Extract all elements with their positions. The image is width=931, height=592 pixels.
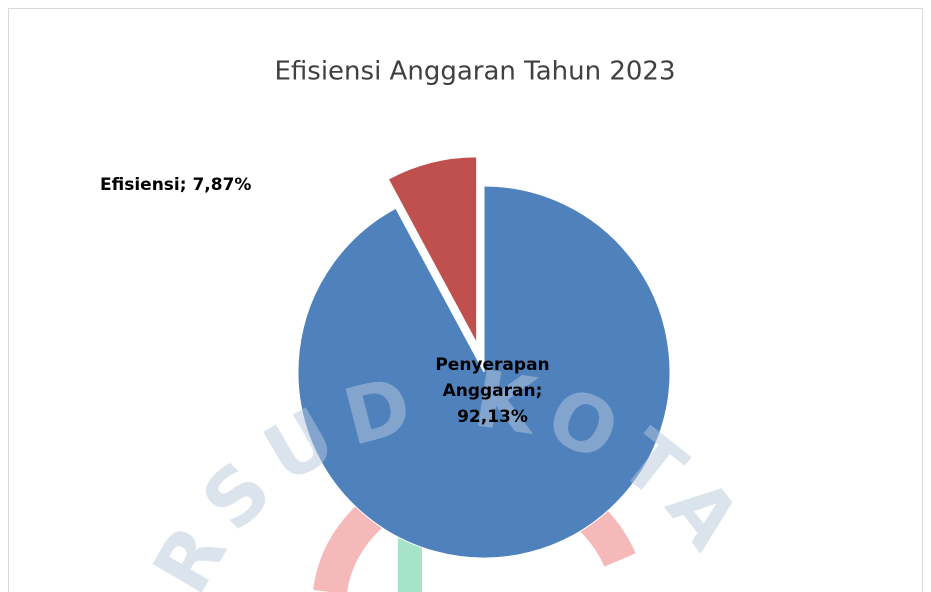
- data-label: Penyerapan Anggaran; 92,13%: [435, 355, 550, 427]
- pie-slice: [387, 156, 478, 344]
- pie-slice: [297, 185, 671, 559]
- data-label: Efisiensi; 7,87%: [100, 175, 252, 195]
- chart-title: Efisiensi Anggaran Tahun 2023: [274, 57, 675, 87]
